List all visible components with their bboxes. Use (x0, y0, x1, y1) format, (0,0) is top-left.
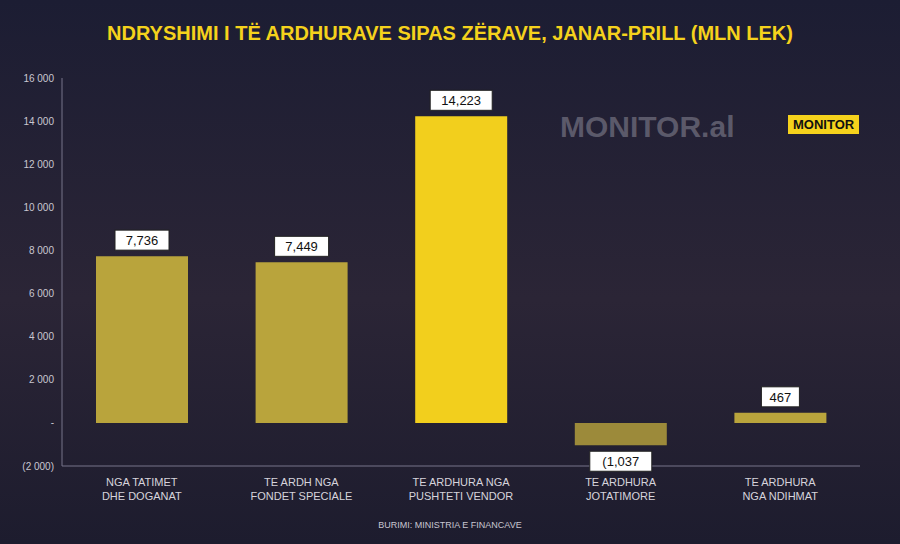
svg-text:FONDET SPECIALE: FONDET SPECIALE (250, 490, 352, 502)
svg-text:10 000: 10 000 (23, 202, 54, 213)
svg-text:467: 467 (770, 390, 792, 405)
svg-text:NGA NDIHMAT: NGA NDIHMAT (742, 490, 818, 502)
svg-text:16 000: 16 000 (23, 73, 54, 84)
svg-text:2 000: 2 000 (29, 374, 54, 385)
svg-text:TE ARDHURA: TE ARDHURA (585, 476, 657, 488)
svg-text:(1,037: (1,037 (602, 454, 639, 469)
svg-text:(2 000): (2 000) (22, 461, 54, 472)
svg-text:14 000: 14 000 (23, 116, 54, 127)
html-text:MONITOR.al: MONITOR.al (560, 110, 735, 143)
svg-text:TE ARDHURA NGA: TE ARDHURA NGA (412, 476, 510, 488)
html-text:NDRYSHIMI I TË ARDHURAVE SIPAS: NDRYSHIMI I TË ARDHURAVE SIPAS ZËRAVE, J… (107, 22, 793, 44)
html-text:MONITOR: MONITOR (793, 117, 855, 132)
svg-text:12 000: 12 000 (23, 159, 54, 170)
svg-text:14,223: 14,223 (441, 93, 481, 108)
svg-text:4 000: 4 000 (29, 331, 54, 342)
svg-text:TE ARDH NGA: TE ARDH NGA (264, 476, 339, 488)
svg-text:6 000: 6 000 (29, 288, 54, 299)
svg-text:8 000: 8 000 (29, 245, 54, 256)
svg-text:NGA TATIMET: NGA TATIMET (106, 476, 178, 488)
svg-text:7,736: 7,736 (126, 233, 159, 248)
html-text:BURIMI: MINISTRIA E FINANCAVE: BURIMI: MINISTRIA E FINANCAVE (378, 520, 522, 530)
svg-text:DHE DOGANAT: DHE DOGANAT (102, 490, 182, 502)
svg-text:JOTATIMORE: JOTATIMORE (586, 490, 655, 502)
svg-text:7,449: 7,449 (285, 239, 318, 254)
svg-text:-: - (51, 417, 54, 428)
svg-text:TE ARDHURA: TE ARDHURA (745, 476, 817, 488)
svg-text:PUSHTETI VENDOR: PUSHTETI VENDOR (409, 490, 514, 502)
